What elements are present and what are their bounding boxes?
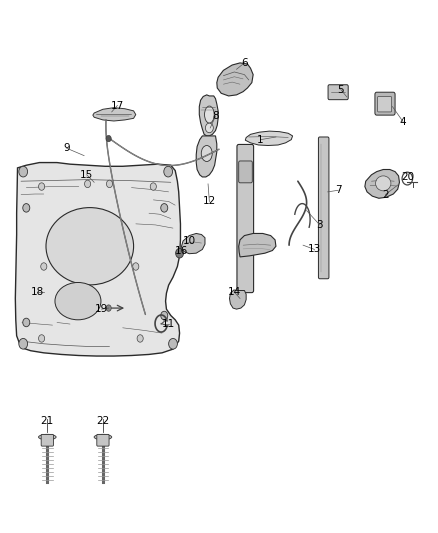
Polygon shape [181, 233, 205, 254]
Polygon shape [365, 169, 399, 198]
Text: 9: 9 [63, 143, 70, 153]
FancyBboxPatch shape [237, 144, 254, 293]
FancyBboxPatch shape [375, 92, 395, 115]
Circle shape [106, 180, 113, 188]
Ellipse shape [55, 282, 101, 320]
Polygon shape [196, 136, 217, 177]
Text: 13: 13 [308, 245, 321, 254]
Polygon shape [217, 63, 253, 96]
Text: 17: 17 [111, 101, 124, 110]
FancyBboxPatch shape [239, 161, 252, 183]
Circle shape [19, 166, 28, 177]
Text: 21: 21 [41, 416, 54, 426]
Circle shape [39, 183, 45, 190]
Ellipse shape [205, 123, 213, 133]
Circle shape [23, 318, 30, 327]
Circle shape [137, 335, 143, 342]
FancyBboxPatch shape [378, 96, 392, 112]
Text: 20: 20 [401, 173, 414, 182]
Text: 1: 1 [257, 135, 264, 144]
Text: 6: 6 [241, 58, 248, 68]
Polygon shape [15, 163, 180, 356]
Circle shape [161, 311, 168, 320]
Ellipse shape [46, 207, 134, 285]
Circle shape [39, 335, 45, 342]
Circle shape [106, 135, 111, 142]
Text: 15: 15 [80, 170, 93, 180]
Circle shape [85, 180, 91, 188]
Text: 12: 12 [203, 197, 216, 206]
Text: 7: 7 [335, 185, 342, 195]
Ellipse shape [39, 434, 56, 440]
FancyBboxPatch shape [318, 137, 329, 279]
Polygon shape [245, 131, 293, 146]
FancyBboxPatch shape [97, 434, 109, 446]
Circle shape [161, 204, 168, 212]
Text: 3: 3 [316, 220, 323, 230]
Ellipse shape [205, 106, 214, 123]
Circle shape [106, 305, 111, 311]
Circle shape [41, 263, 47, 270]
Text: 8: 8 [212, 111, 219, 121]
Ellipse shape [94, 434, 112, 440]
Polygon shape [230, 290, 246, 309]
Ellipse shape [375, 176, 391, 191]
Text: 10: 10 [183, 236, 196, 246]
Text: 18: 18 [31, 287, 44, 297]
Text: 11: 11 [162, 319, 175, 328]
Circle shape [23, 204, 30, 212]
FancyBboxPatch shape [41, 434, 53, 446]
Text: 5: 5 [337, 85, 344, 94]
Text: 16: 16 [175, 246, 188, 255]
Circle shape [176, 248, 184, 258]
Polygon shape [93, 108, 136, 121]
Circle shape [169, 338, 177, 349]
FancyBboxPatch shape [328, 85, 348, 100]
Text: 19: 19 [95, 304, 108, 314]
Ellipse shape [201, 146, 212, 161]
Polygon shape [199, 95, 218, 136]
Text: 4: 4 [399, 117, 406, 126]
Polygon shape [239, 233, 276, 257]
Text: 2: 2 [382, 190, 389, 199]
Circle shape [150, 183, 156, 190]
Circle shape [133, 263, 139, 270]
Text: 14: 14 [228, 287, 241, 297]
Circle shape [164, 166, 173, 177]
Circle shape [19, 338, 28, 349]
Text: 22: 22 [96, 416, 110, 426]
